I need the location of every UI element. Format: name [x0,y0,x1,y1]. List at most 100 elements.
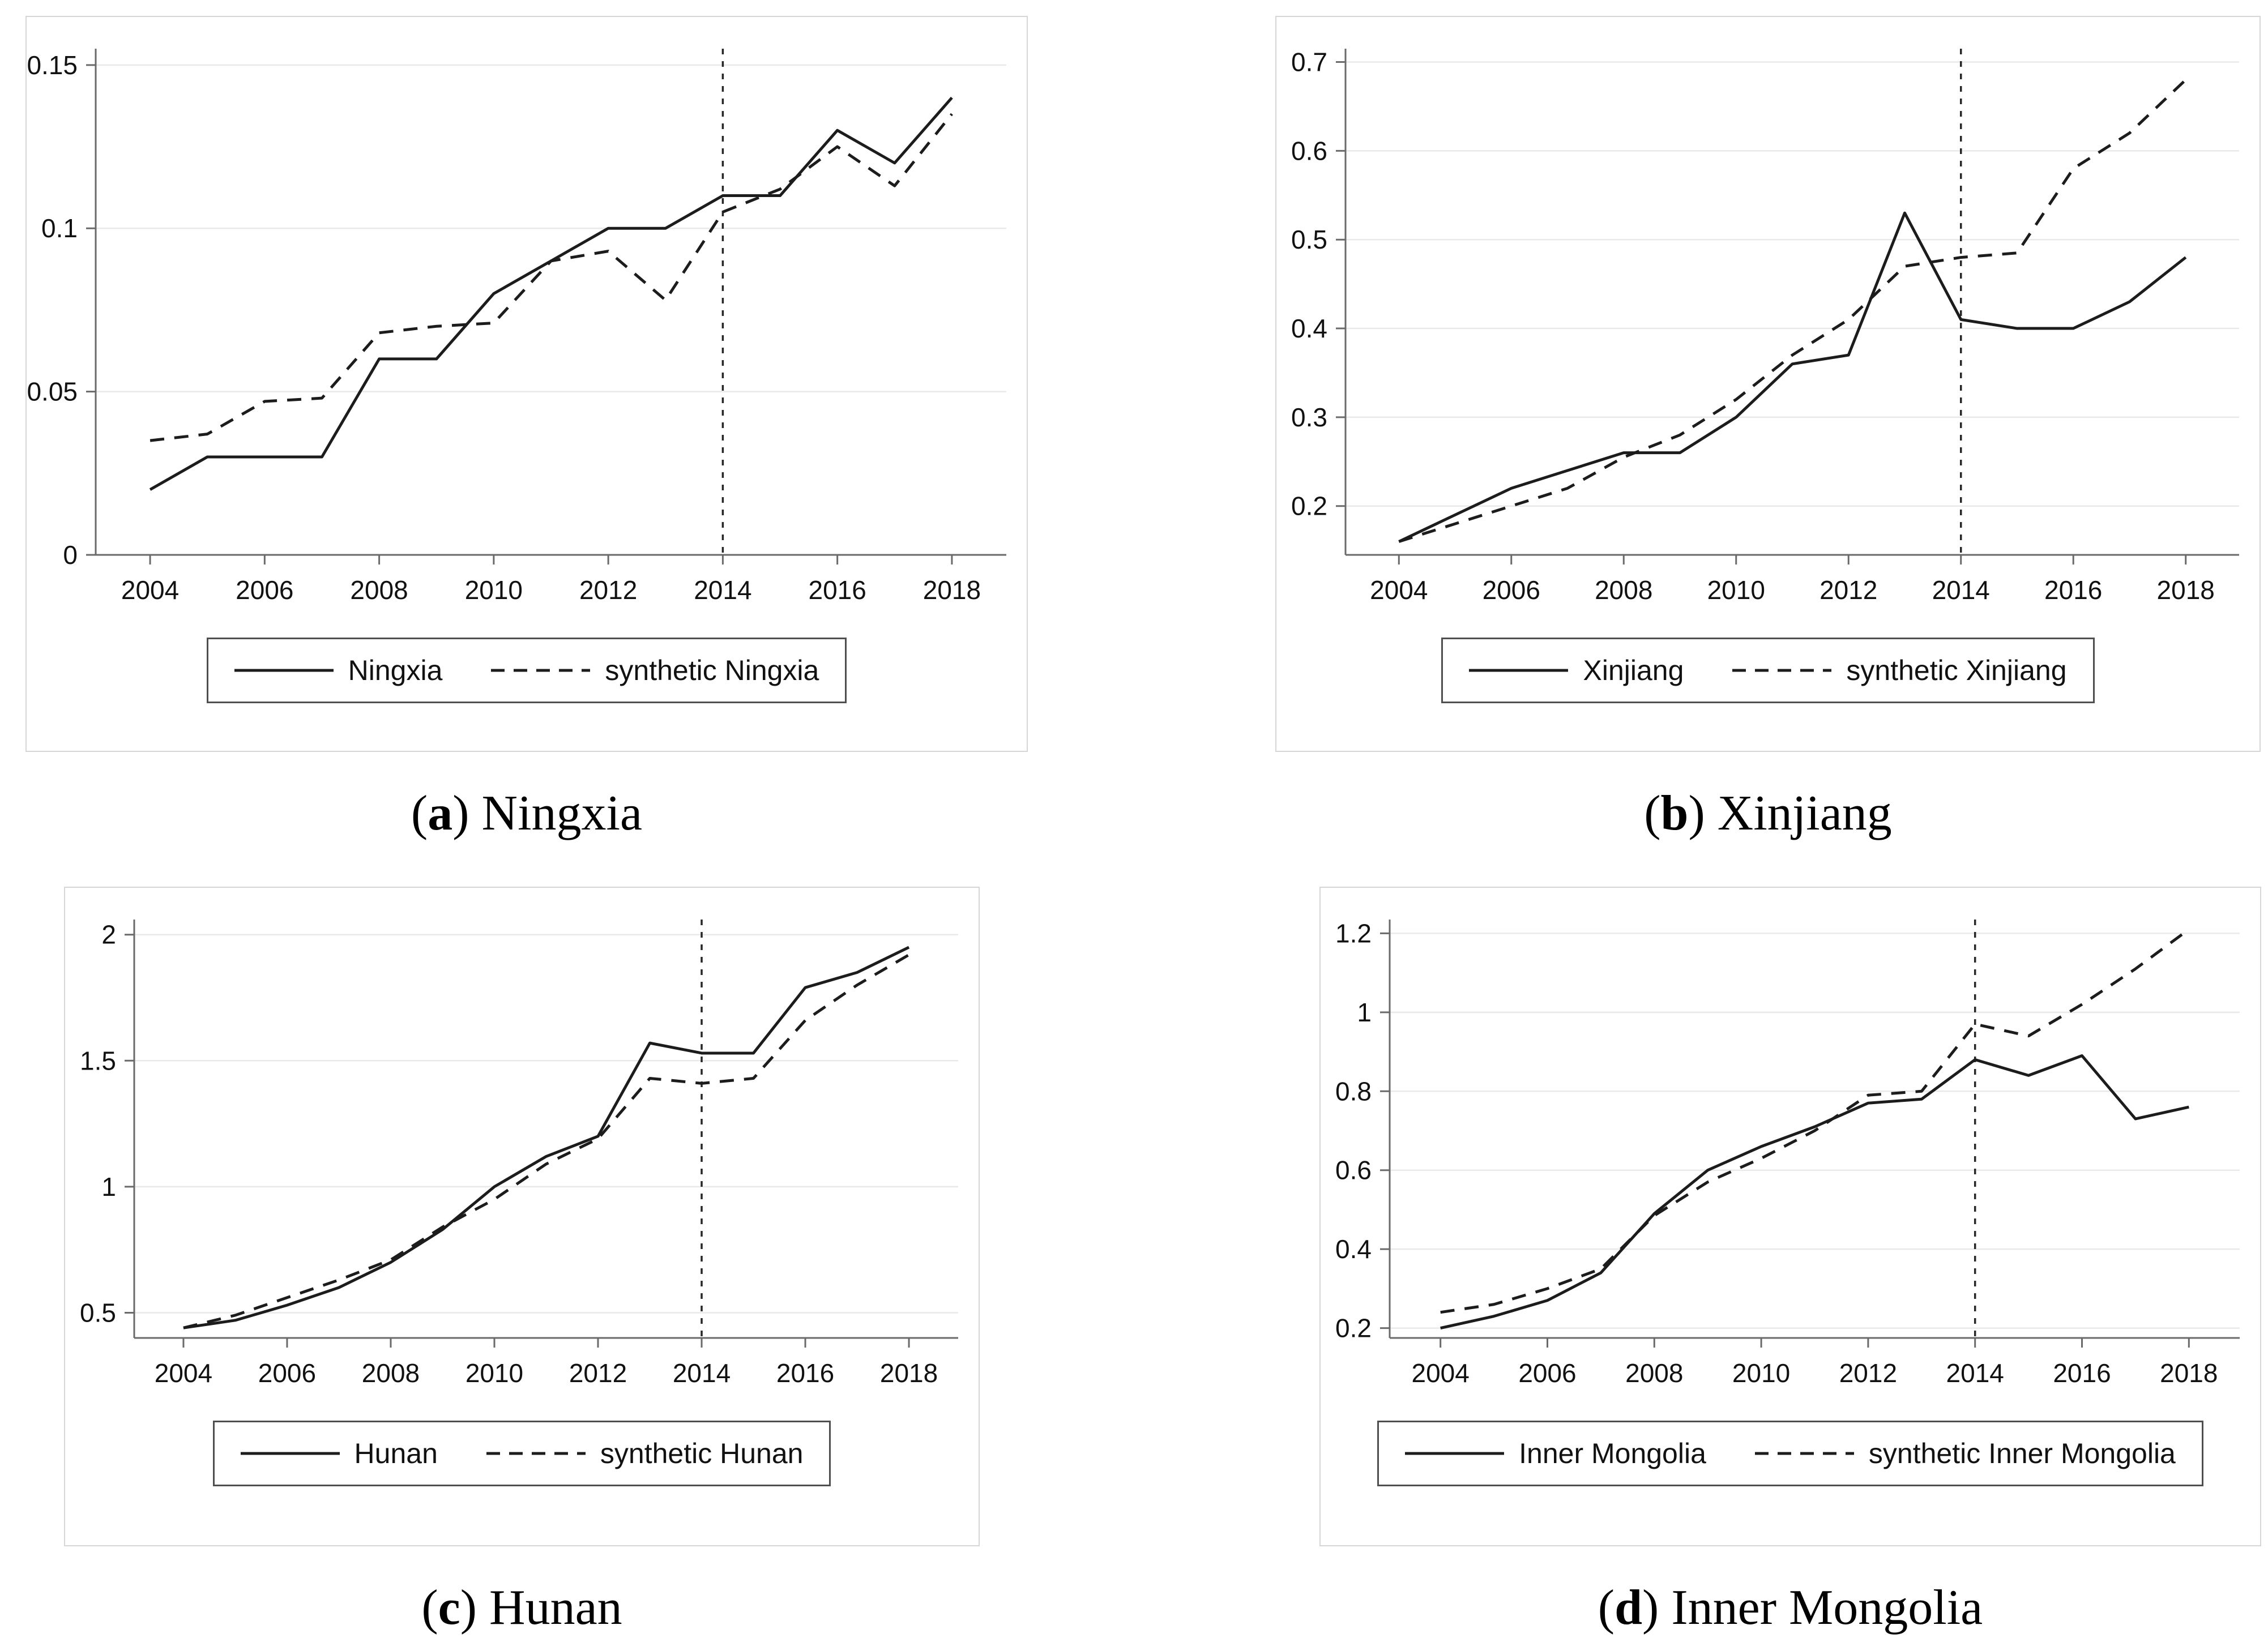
series-line-synthetic [183,953,910,1329]
x-tick-label: 2010 [465,1358,523,1388]
caption-letter: d [1614,1580,1643,1635]
x-tick-label: 2010 [1707,575,1765,605]
x-tick-label: 2018 [880,1358,938,1388]
series-line-treated [1398,211,2187,543]
x-tick-label: 2012 [579,575,637,605]
chart-panel: 0.2 0.3 0.4 0.5 0.6 0.7 2004 2006 2008 2010 2012 20… [1275,16,2261,842]
legend-entry-synthetic: synthetic Inner Mongolia [1754,1437,2176,1470]
legend-entry-synthetic: synthetic Hunan [486,1437,804,1470]
x-tick-label: 2004 [1412,1358,1470,1388]
legend-entry-synthetic: synthetic Xinjiang [1732,654,2067,687]
panel-caption: (b) Xinjiang [1644,785,1892,842]
dashed-line-sample [1754,1452,1854,1455]
legend-label-treated: Inner Mongolia [1519,1438,1706,1469]
x-tick-label: 2012 [1839,1358,1897,1388]
caption-letter: b [1660,786,1689,841]
chart-area: 0.2 0.3 0.4 0.5 0.6 0.7 2004 2006 2008 2010 2012 20… [1275,16,2261,752]
series-line-treated [1440,1054,2189,1330]
panel-caption: (c) Hunan [421,1579,622,1636]
y-tick-label: 0.6 [1291,136,1327,165]
legend-box: Xinjiang synthetic Xinjiang [1441,638,2095,703]
solid-line-sample [234,669,334,672]
series-line-synthetic [1440,928,2190,1314]
legend-entry-treated: Inner Mongolia [1405,1437,1706,1470]
x-tick-label: 2010 [1732,1358,1790,1388]
caption-paren: ) [460,1580,477,1635]
caption-paren: ) [452,786,469,841]
y-tick-label: 0.7 [1291,48,1327,77]
x-tick-label: 2006 [1518,1358,1576,1388]
legend-label-treated: Xinjiang [1583,655,1684,686]
x-tick-label: 2008 [1595,575,1652,605]
y-tick-label: 0.6 [1335,1156,1372,1185]
legend-box: Hunan synthetic Hunan [212,1421,831,1486]
y-tick-label: 1 [101,1172,116,1201]
x-tick-label: 2014 [694,575,751,605]
line-plot: 0.5 1 1.5 2 2004 2006 2008 2010 2012 2014 2016 2018 [80,920,958,1388]
x-tick-label: 2010 [465,575,523,605]
x-tick-label: 2016 [808,575,866,605]
legend-entry-treated: Ningxia [234,654,443,687]
chart-panel: 0.2 0.4 0.6 0.8 1 1.2 2004 2006 2008 2010 2012 2014… [1319,887,2261,1636]
solid-line-sample [1469,669,1569,672]
x-tick-label: 2016 [776,1358,834,1388]
dashed-line-sample [491,669,591,672]
x-tick-label: 2006 [258,1358,316,1388]
y-tick-label: 0 [63,540,78,570]
y-tick-label: 0.15 [27,50,78,80]
series-line-synthetic [150,113,953,442]
x-tick-label: 2004 [155,1358,212,1388]
x-tick-label: 2016 [2044,575,2102,605]
y-tick-label: 0.8 [1335,1076,1372,1106]
legend-entry-synthetic: synthetic Ningxia [491,654,819,687]
legend-label-synthetic: synthetic Hunan [600,1438,804,1469]
line-plot: 0 0.05 0.1 0.15 2004 2006 2008 2010 2012 2014 2016… [27,49,1006,605]
series-line-synthetic [1398,79,2187,543]
caption-letter: a [428,786,453,841]
x-tick-label: 2004 [121,575,179,605]
x-tick-label: 2018 [923,575,981,605]
caption-paren: ( [1598,1580,1615,1635]
caption-paren: ) [1688,786,1705,841]
y-tick-label: 0.2 [1291,491,1327,521]
caption-paren: ( [421,1580,438,1635]
x-tick-label: 2006 [1483,575,1540,605]
chart-area: 0.5 1 1.5 2 2004 2006 2008 2010 2012 2014 2016 2018… [64,887,980,1546]
x-tick-label: 2014 [673,1358,731,1388]
y-tick-label: 0.5 [1291,225,1327,254]
y-tick-label: 0.5 [80,1298,116,1327]
y-tick-label: 1 [1357,998,1372,1027]
y-tick-label: 0.2 [1335,1314,1372,1343]
caption-title: Ningxia [481,786,643,841]
legend-box: Inner Mongolia synthetic Inner Mongolia [1377,1421,2203,1486]
x-tick-label: 2014 [1932,575,1990,605]
chart-area: 0.2 0.4 0.6 0.8 1 1.2 2004 2006 2008 2010 2012 2014… [1319,887,2261,1546]
caption-title: Xinjiang [1717,786,1892,841]
y-tick-label: 1.2 [1335,918,1372,948]
y-tick-label: 0.1 [41,213,78,243]
legend-label-synthetic: synthetic Ningxia [605,655,819,686]
legend-box: Ningxia synthetic Ningxia [206,638,847,703]
x-tick-label: 2008 [350,575,408,605]
y-tick-label: 1.5 [80,1046,116,1075]
caption-title: Hunan [489,1580,622,1635]
x-tick-label: 2008 [1625,1358,1683,1388]
solid-line-sample [1405,1452,1505,1455]
series-line-treated [149,96,953,491]
y-tick-label: 0.4 [1291,314,1327,343]
x-tick-label: 2016 [2053,1358,2111,1388]
solid-line-sample [240,1452,340,1455]
legend-label-treated: Hunan [354,1438,438,1469]
y-tick-label: 0.4 [1335,1234,1372,1264]
x-tick-label: 2018 [2160,1358,2218,1388]
y-tick-label: 0.3 [1291,403,1327,432]
series-line-treated [183,946,910,1329]
x-tick-label: 2006 [236,575,293,605]
caption-paren: ( [1644,786,1661,841]
legend-label-treated: Ningxia [348,655,443,686]
panel-caption: (a) Ningxia [411,785,642,842]
x-tick-label: 2012 [569,1358,627,1388]
chart-panel: 0.5 1 1.5 2 2004 2006 2008 2010 2012 2014 2016 2018… [64,887,980,1636]
chart-area: 0 0.05 0.1 0.15 2004 2006 2008 2010 2012 2014 2016… [25,16,1028,752]
x-tick-label: 2008 [362,1358,420,1388]
